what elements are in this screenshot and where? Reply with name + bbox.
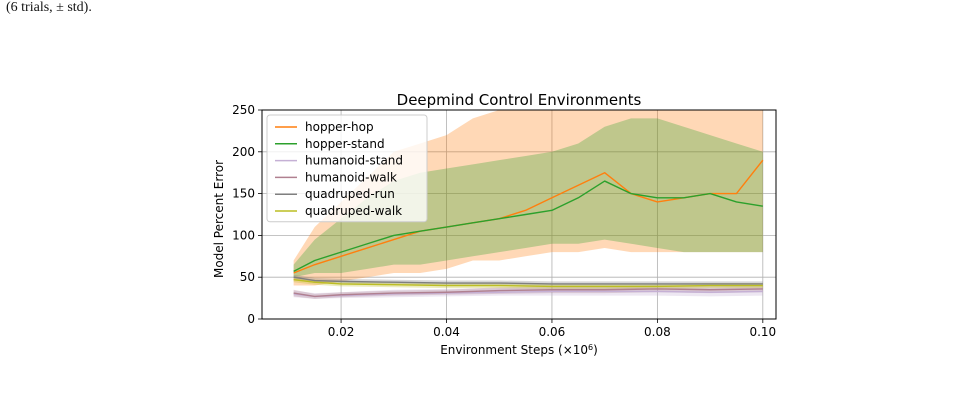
legend-label-quadruped-walk: quadruped-walk xyxy=(305,204,402,218)
series-lines xyxy=(293,159,764,298)
humanoid-walk-line xyxy=(293,288,763,298)
quadruped-run-line xyxy=(293,276,763,285)
axis-ticks: 0.02 0.04 0.06 0.08 0.10 0 50 100 150 200 250 xyxy=(232,103,776,339)
legend: hopper-hop hopper-stand humanoid-stand huma… xyxy=(266,114,428,223)
x-tick-label: 0.06 xyxy=(539,325,566,339)
legend-label-humanoid-walk: humanoid-walk xyxy=(305,170,397,184)
legend-label-hopper-stand: hopper-stand xyxy=(305,137,385,151)
legend-label-hopper-hop: hopper-hop xyxy=(305,120,374,134)
legend-label-quadruped-run: quadruped-run xyxy=(305,187,395,201)
hopper-stand-std-band xyxy=(293,118,763,278)
quadruped-walk-line xyxy=(293,279,763,288)
x-tick-label: 0.02 xyxy=(328,325,355,339)
x-tick-label: 0.10 xyxy=(749,325,776,339)
y-tick-label: 0 xyxy=(247,312,255,326)
x-axis-label: Environment Steps (×106) xyxy=(440,343,598,358)
humanoid-stand-std-band xyxy=(293,287,763,299)
legend-label-humanoid-stand: humanoid-stand xyxy=(305,154,403,168)
chart-title: Deepmind Control Environments xyxy=(397,91,642,109)
plot-frame xyxy=(261,109,777,320)
y-axis-label: Model Percent Error xyxy=(212,160,226,278)
hopper-stand-line xyxy=(293,180,763,272)
x-tick-label: 0.08 xyxy=(644,325,671,339)
y-tick-label: 100 xyxy=(232,228,255,242)
y-tick-label: 250 xyxy=(232,103,255,117)
x-tick-label: 0.04 xyxy=(433,325,460,339)
y-tick-label: 50 xyxy=(240,270,255,284)
legend-box xyxy=(266,114,428,223)
y-tick-label: 150 xyxy=(232,187,255,201)
figure-caption-fragment: (6 trials, ± std). xyxy=(6,0,92,15)
y-tick-label: 200 xyxy=(232,145,255,159)
